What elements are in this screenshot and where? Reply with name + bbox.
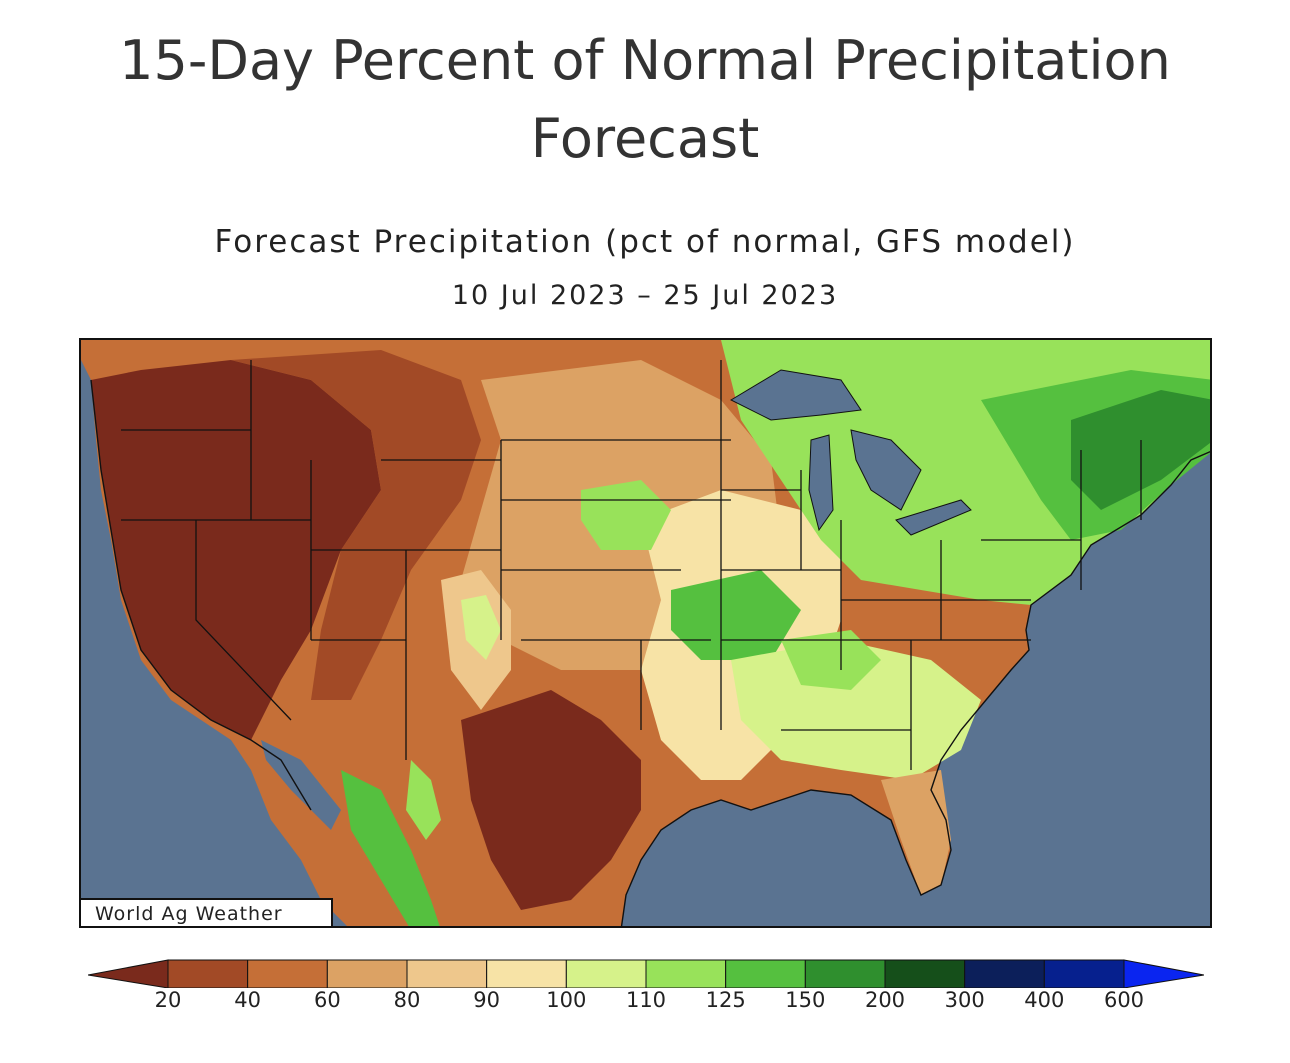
legend-label-150: 150: [785, 988, 826, 1012]
map-title: Forecast Precipitation (pct of normal, G…: [214, 224, 1076, 260]
legend-label-90: 90: [473, 988, 501, 1012]
legend-label-200: 200: [864, 988, 906, 1012]
zone-sierra-green: [406, 760, 441, 840]
lake-michigan: [808, 434, 834, 532]
lake-superior: [729, 369, 862, 421]
zone-west-very-dry: [91, 360, 381, 740]
legend-swatch-110-125: [645, 959, 727, 989]
legend-swatch-below-20: [87, 959, 169, 989]
legend-label-20: 20: [154, 988, 182, 1012]
legend-label-300: 300: [944, 988, 985, 1012]
legend-labels: 20 40 60 80 90 100 110 125 150 200 300 400 600: [88, 988, 1204, 1018]
zone-missouri-green: [671, 570, 801, 660]
legend-swatch-60-80: [326, 959, 408, 989]
map-date-range: 10 Jul 2023 – 25 Jul 2023: [451, 280, 839, 311]
map-credit-label: World Ag Weather: [81, 898, 333, 926]
legend-label-80: 80: [393, 988, 421, 1012]
lake-huron: [850, 429, 922, 511]
zone-rockies-green: [461, 595, 501, 660]
page-title-line-1: 15-Day Percent of Normal Precipitation: [119, 29, 1171, 92]
zone-west-dry: [231, 350, 481, 700]
color-legend: 20 40 60 80 90 100 110 125 150 200 300 400 600: [87, 958, 1205, 1038]
zone-florida: [881, 770, 951, 895]
legend-swatch-125-150: [725, 959, 806, 989]
zone-tennessee-green: [781, 630, 881, 690]
legend-swatch-above-600: [1123, 959, 1205, 989]
zone-texas-dry: [461, 690, 641, 910]
zone-mexico-coast-green: [341, 770, 440, 926]
legend-label-100: 100: [546, 988, 587, 1012]
legend-label-60: 60: [313, 988, 341, 1012]
state-boundaries: [121, 360, 1142, 770]
legend-label-40: 40: [234, 988, 262, 1012]
legend-label-600: 600: [1103, 988, 1145, 1012]
page-title-line-2: Forecast: [530, 107, 760, 170]
legend-swatch-400-600: [1043, 959, 1125, 989]
precipitation-map[interactable]: World Ag Weather: [79, 338, 1212, 928]
legend-label-400: 400: [1024, 988, 1065, 1012]
legend-swatch-40-60: [247, 959, 328, 989]
legend-swatch-90-100: [486, 959, 567, 989]
lake-erie: [895, 499, 972, 536]
legend-swatch-80-90: [406, 959, 488, 989]
legend-swatch-100-110: [565, 959, 647, 989]
legend-swatch-200-300: [884, 959, 966, 989]
coastline: [90, 379, 1210, 926]
gulf-of-california: [261, 740, 341, 830]
legend-label-125: 125: [705, 988, 746, 1012]
legend-swatch-300-400: [964, 959, 1045, 989]
page-title: 15-Day Percent of Normal Precipitation F…: [0, 22, 1290, 178]
legend-label-110: 110: [625, 988, 667, 1012]
zone-southeast-light: [731, 640, 981, 780]
legend-swatch-150-200: [804, 959, 886, 989]
legend-swatch-20-40: [167, 959, 249, 989]
zone-nebraska-green: [581, 480, 671, 550]
legend-colorbar: [87, 959, 1205, 989]
map-graphic: [81, 340, 1210, 926]
